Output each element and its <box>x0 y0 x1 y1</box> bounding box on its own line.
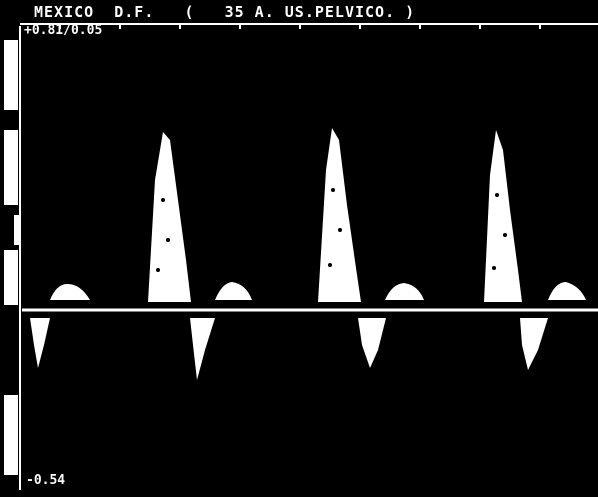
waveform-speckle <box>156 188 507 272</box>
left-bars <box>4 40 20 475</box>
scale-top-label: +0.81/0.05 <box>24 23 102 38</box>
doppler-waveform <box>30 128 586 380</box>
scale-bottom-label: -0.54 <box>26 473 65 488</box>
top-ticks <box>59 24 541 29</box>
header-title: MEXICO D.F. ( 35 A. US.PELVICO. ) <box>34 3 415 21</box>
